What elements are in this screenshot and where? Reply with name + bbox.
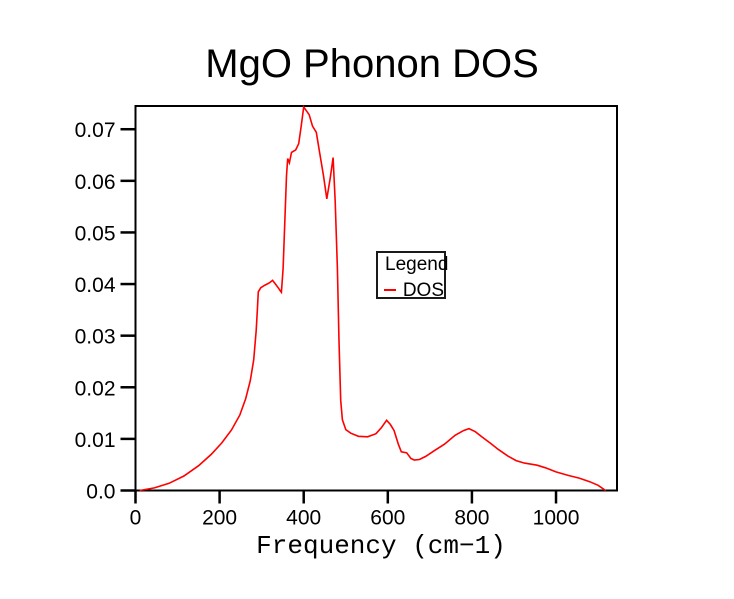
dos-line-sample [384, 289, 396, 292]
x-tick-label: 600 [370, 507, 405, 530]
y-tick-label: 0.04 [75, 274, 116, 297]
x-tick-label: 1000 [533, 507, 580, 530]
legend-series-label: DOS [402, 279, 444, 301]
plot-frame [134, 105, 618, 492]
x-axis-label: Frequency (cm−1) [256, 531, 506, 561]
y-tick-label: 0.01 [75, 429, 116, 452]
chart-title: MgO Phonon DOS [205, 42, 539, 86]
x-tick-label: 400 [286, 507, 321, 530]
x-tick-label: 0 [130, 507, 142, 530]
y-tick-label: 0.0 [86, 481, 115, 504]
y-tick-label: 0.06 [75, 171, 116, 194]
legend-title: Legend [385, 254, 449, 275]
y-tick-label: 0.07 [75, 119, 116, 142]
y-tick-label: 0.05 [75, 222, 116, 245]
x-tick-label: 200 [202, 507, 237, 530]
y-tick-label: 0.03 [75, 326, 116, 349]
dos-curve [139, 104, 607, 492]
y-tick-label: 0.02 [75, 377, 116, 400]
legend-entry-dos: DOS [384, 281, 444, 300]
x-tick-label: 800 [454, 507, 489, 530]
legend-box: Legend DOS [376, 251, 449, 300]
